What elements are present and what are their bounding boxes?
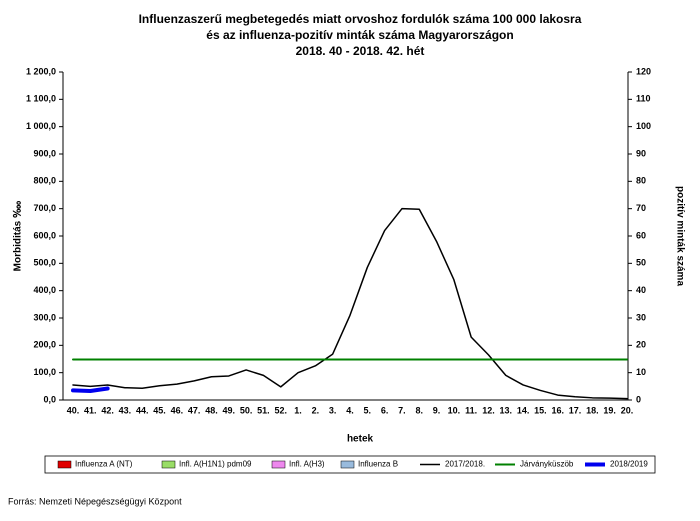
x-tick-label: 3. — [329, 405, 337, 415]
x-tick-label: 47. — [188, 405, 201, 415]
y2-tick-label: 80 — [636, 176, 646, 186]
y-tick-label: 1 100,0 — [26, 94, 56, 104]
x-tick-label: 2. — [312, 405, 320, 415]
legend-label: Influenza A (NT) — [75, 460, 133, 469]
chart-title: és az influenza-pozitív minták száma Mag… — [206, 28, 513, 42]
y2-tick-label: 30 — [636, 312, 646, 322]
legend-swatch — [340, 460, 355, 469]
y-tick-label: 700,0 — [33, 203, 56, 213]
y-tick-label: 400,0 — [33, 285, 56, 295]
x-tick-label: 51. — [257, 405, 270, 415]
x-tick-label: 17. — [569, 405, 582, 415]
y2-tick-label: 50 — [636, 258, 646, 268]
y2-tick-label: 60 — [636, 230, 646, 240]
x-tick-label: 52. — [274, 405, 287, 415]
x-tick-label: 49. — [223, 405, 236, 415]
x-tick-label: 9. — [433, 405, 441, 415]
legend-label: Járványküszöb — [520, 460, 574, 469]
x-tick-label: 8. — [415, 405, 423, 415]
legend-label: Influenza B — [358, 460, 398, 469]
x-tick-label: 50. — [240, 405, 253, 415]
x-tick-label: 10. — [448, 405, 461, 415]
x-tick-label: 40. — [67, 405, 80, 415]
y-tick-label: 900,0 — [33, 148, 56, 158]
x-tick-label: 48. — [205, 405, 218, 415]
x-tick-label: 41. — [84, 405, 97, 415]
y-tick-label: 500,0 — [33, 258, 56, 268]
x-tick-label: 44. — [136, 405, 149, 415]
y-axis-label: Morbiditás ‱ — [13, 200, 24, 271]
y-tick-label: 1 200,0 — [26, 66, 56, 76]
legend-swatch — [161, 460, 176, 469]
y2-tick-label: 110 — [636, 94, 651, 104]
line-series — [71, 386, 110, 393]
legend-label: Infl. A(H3) — [289, 460, 325, 469]
x-tick-label: 43. — [119, 405, 132, 415]
x-tick-label: 5. — [364, 405, 372, 415]
chart-title: 2018. 40 - 2018. 42. hét — [296, 44, 425, 58]
x-tick-label: 15. — [534, 405, 547, 415]
x-tick-label: 16. — [551, 405, 564, 415]
y2-tick-label: 90 — [636, 148, 646, 158]
y2-axis-label: pozitív minták száma — [674, 186, 685, 286]
x-tick-label: 11. — [465, 405, 477, 415]
x-tick-label: 19. — [603, 405, 616, 415]
y-tick-label: 600,0 — [33, 230, 56, 240]
y-tick-label: 1 000,0 — [26, 121, 56, 131]
y-tick-label: 300,0 — [33, 312, 56, 322]
x-tick-label: 20. — [621, 405, 634, 415]
x-tick-label: 45. — [153, 405, 166, 415]
y-tick-label: 200,0 — [33, 340, 56, 350]
source: Forrás: Nemzeti Népegészségügyi Központ — [8, 496, 182, 506]
y2-tick-label: 20 — [636, 340, 646, 350]
x-tick-label: 13. — [500, 405, 513, 415]
legend-box — [44, 455, 656, 474]
y2-tick-label: 0 — [636, 394, 641, 404]
x-tick-label: 7. — [398, 405, 406, 415]
x-axis-label: hetek — [347, 434, 374, 445]
line-series — [72, 207, 628, 400]
y2-tick-label: 40 — [636, 285, 646, 295]
legend-label: 2018/2019 — [610, 460, 648, 469]
y2-tick-label: 100 — [636, 121, 651, 131]
x-tick-label: 14. — [517, 405, 530, 415]
x-tick-label: 6. — [381, 405, 389, 415]
y-tick-label: 100,0 — [33, 367, 56, 377]
y2-tick-label: 120 — [636, 66, 651, 76]
x-tick-label: 1. — [294, 405, 302, 415]
y2-tick-label: 70 — [636, 203, 646, 213]
chart-title: Influenzaszerű megbetegedés miatt orvosh… — [139, 12, 582, 26]
legend-swatch — [57, 460, 72, 469]
legend-label: Infl. A(H1N1) pdm09 — [179, 460, 252, 469]
x-tick-label: 18. — [586, 405, 599, 415]
x-tick-label: 4. — [346, 405, 354, 415]
x-tick-label: 46. — [171, 405, 184, 415]
x-tick-label: 12. — [482, 405, 495, 415]
legend-swatch — [271, 460, 286, 469]
legend-label: 2017/2018. — [445, 460, 485, 469]
x-tick-label: 42. — [101, 405, 114, 415]
y-tick-label: 800,0 — [33, 176, 56, 186]
y2-tick-label: 10 — [636, 367, 646, 377]
y-tick-label: 0,0 — [43, 394, 56, 404]
